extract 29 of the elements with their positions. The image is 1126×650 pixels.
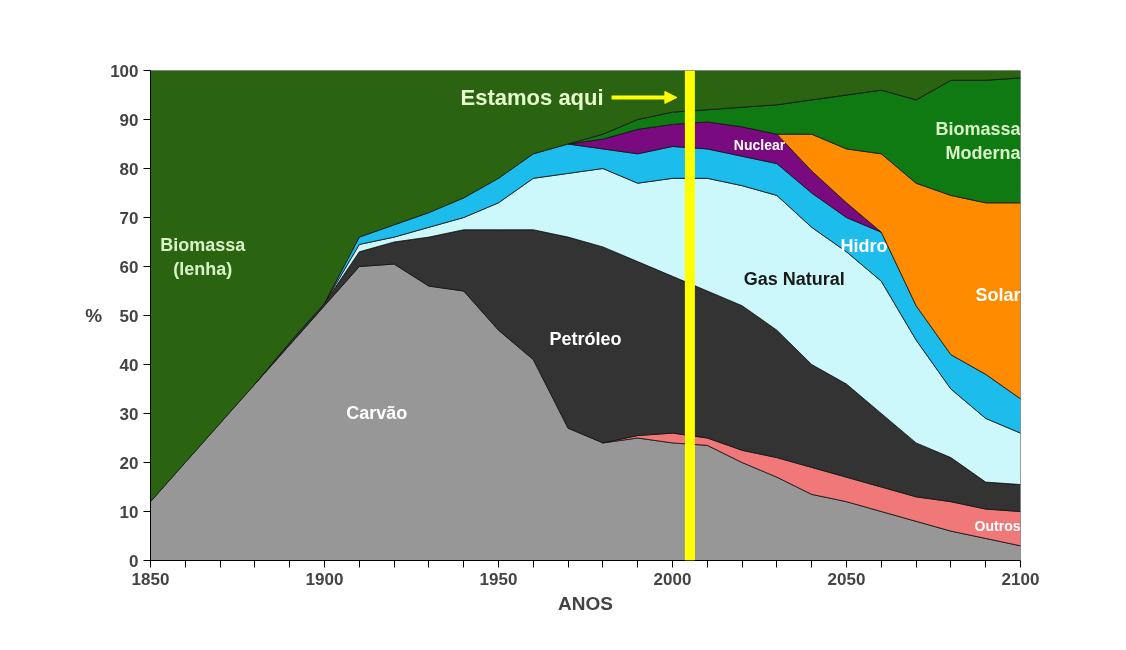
y-tick-label: 90 [119, 110, 139, 130]
x-tick-label: 2050 [827, 569, 866, 589]
x-tick-label: 1850 [131, 569, 170, 589]
series-label: Gas Natural [743, 269, 845, 290]
x-tick-label: 2100 [1001, 569, 1040, 589]
series-label: Biomassa Moderna [935, 118, 1022, 163]
y-tick-label: 10 [119, 502, 139, 522]
series-label: Hidro [840, 235, 888, 256]
y-tick-label: 0 [129, 551, 139, 571]
x-tick-label: 1900 [305, 569, 344, 589]
series-label: Nuclear [733, 137, 786, 154]
x-axis-title: ANOS [558, 592, 613, 614]
y-tick-label: 40 [119, 355, 139, 375]
y-tick-label: 50 [119, 306, 139, 326]
y-tick-label: 30 [119, 404, 139, 424]
series-label: Carvão [346, 402, 408, 423]
x-tick-label: 2000 [653, 569, 692, 589]
x-tick-label: 1950 [479, 569, 518, 589]
series-label: Outros [974, 518, 1021, 535]
y-tick-label: 70 [119, 208, 139, 228]
y-tick-label: 80 [119, 159, 139, 179]
y-tick-label: 20 [119, 453, 139, 473]
y-tick-label: 100 [110, 61, 139, 81]
y-axis-title: % [85, 305, 103, 326]
y-tick-label: 60 [119, 257, 139, 277]
series-label: Biomassa (lenha) [160, 234, 247, 279]
series-label: Petróleo [549, 328, 622, 349]
ref-line-label: Estamos aqui [460, 84, 604, 110]
series-label: Solar [975, 284, 1021, 305]
